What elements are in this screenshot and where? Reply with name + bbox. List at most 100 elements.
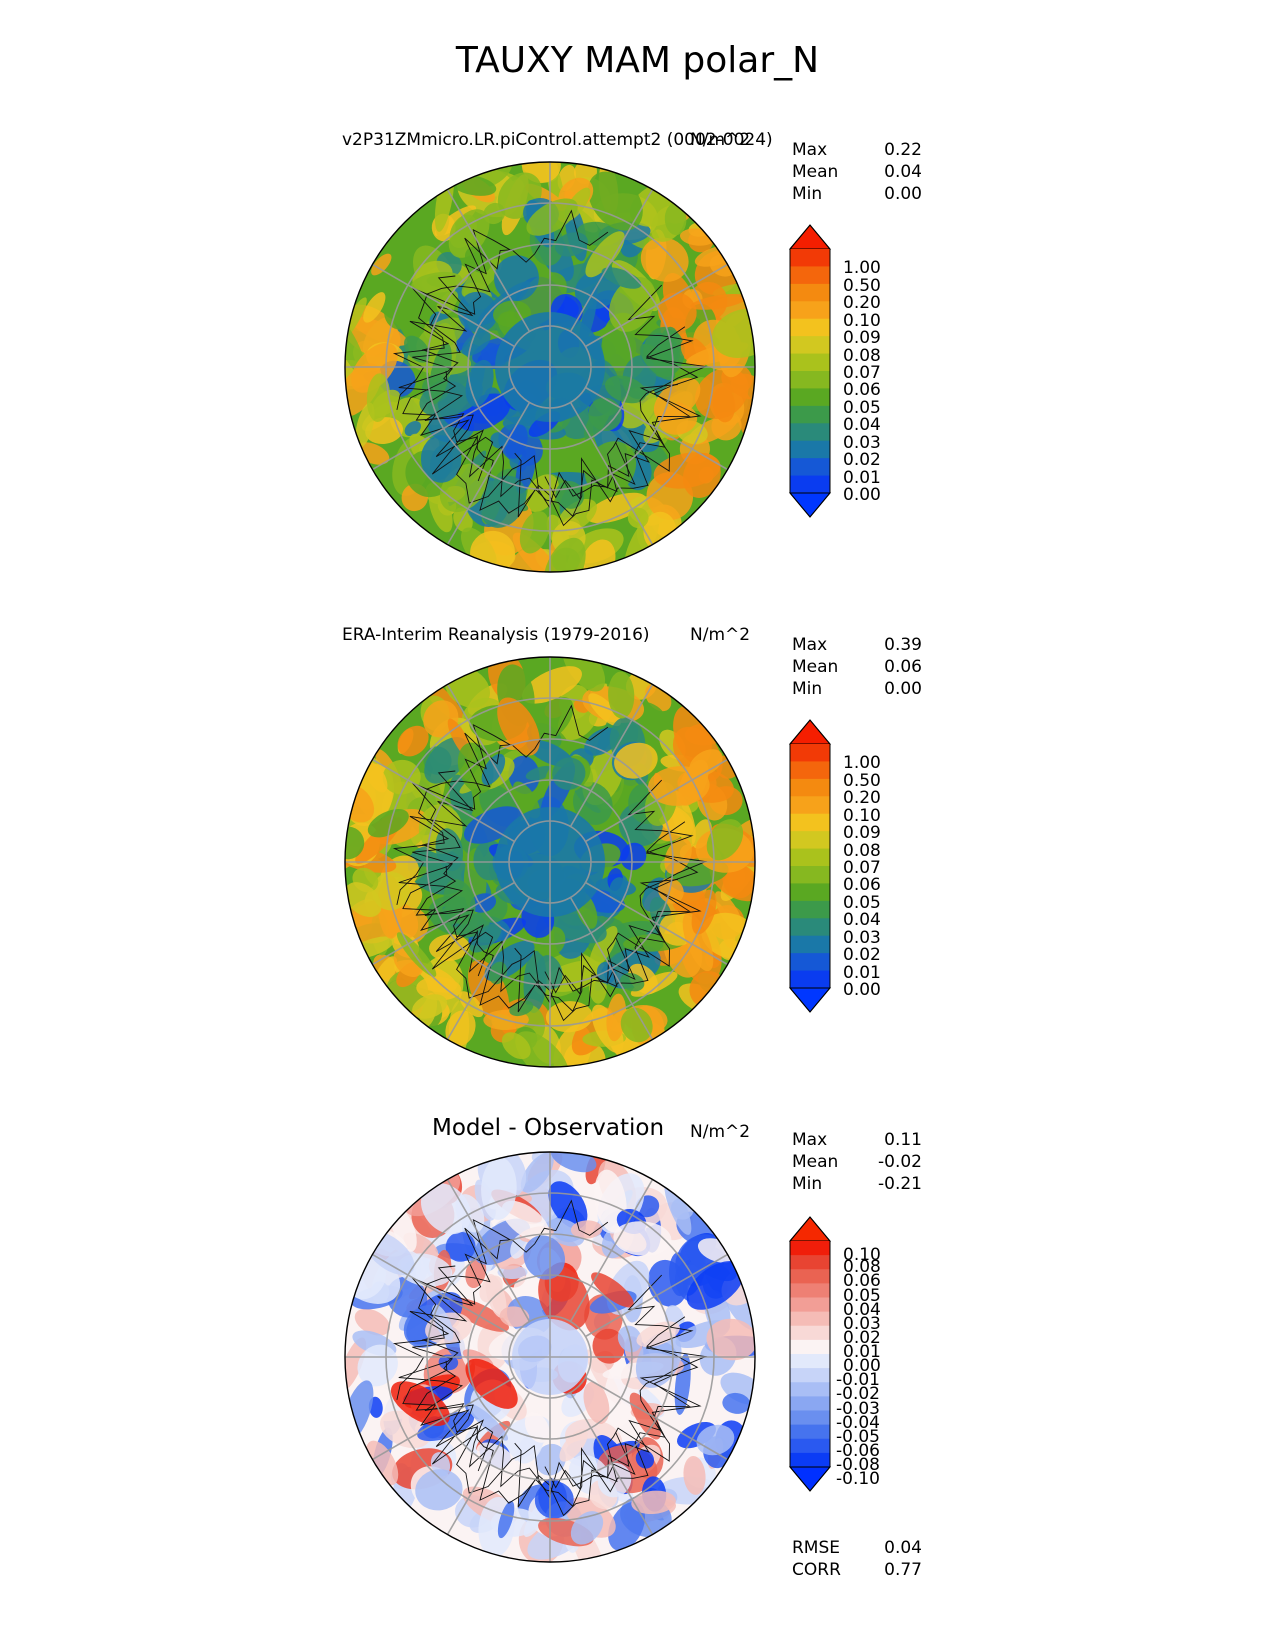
colorbar-segment xyxy=(790,778,830,797)
stat-mean: Mean -0.02 xyxy=(792,1152,922,1172)
colorbar-segment xyxy=(790,1283,830,1298)
metrics-box: RMSE 0.04 CORR 0.77 xyxy=(792,1537,922,1581)
colorbar-segment xyxy=(790,953,830,972)
colorbar-segment xyxy=(790,1311,830,1327)
stats-box: Max 0.22 Mean 0.04 Min 0.00 xyxy=(792,139,922,205)
colorbar-segment xyxy=(790,796,830,815)
coastlines xyxy=(392,209,708,527)
colorbar-tick-label: 0.10 xyxy=(843,310,881,331)
colorbar-segment xyxy=(790,744,830,762)
stat-min: Min -0.21 xyxy=(792,1174,922,1194)
colorbar-segment xyxy=(790,883,830,902)
colorbar-segment xyxy=(790,866,830,884)
panel-model: v2P31ZMmicro.LR.piControl.attempt2 (0002… xyxy=(0,125,1275,595)
colorbar-segment xyxy=(790,405,830,424)
colorbar-tick-label: 0.09 xyxy=(843,328,881,349)
colorbar-tick-label: 0.02 xyxy=(843,945,881,966)
colorbar-tick-label: -0.06 xyxy=(836,1440,880,1461)
stat-min: Min 0.00 xyxy=(792,184,922,204)
colorbar-tick-label: 0.08 xyxy=(843,840,881,861)
metric-rmse: RMSE 0.04 xyxy=(792,1538,922,1558)
colorbar-segment xyxy=(790,266,830,285)
colorbar-tick-label: 0.10 xyxy=(843,805,881,826)
colorbar-tick-label: 0.50 xyxy=(843,770,881,791)
colorbar-segment xyxy=(790,318,830,337)
colorbar-segment xyxy=(790,1410,830,1426)
colorbar-tick-label: 0.02 xyxy=(843,450,881,471)
colorbar-tick-label: 1.00 xyxy=(843,753,881,774)
colorbar-tick-label: 0.04 xyxy=(843,415,881,436)
polar-map xyxy=(344,656,756,1068)
panel-units: N/m^2 xyxy=(690,130,751,150)
graticule xyxy=(345,162,755,572)
colorbar-segment xyxy=(790,353,830,372)
colorbar-tick-label: 0.08 xyxy=(843,1257,881,1278)
colorbar-extend-top xyxy=(788,224,832,250)
colorbar-segment xyxy=(790,1297,830,1313)
stat-mean: Mean 0.04 xyxy=(792,162,922,182)
colorbar-outline xyxy=(789,719,831,1013)
colorbar-segment xyxy=(790,831,830,850)
colorbar-tick-label: 0.20 xyxy=(843,788,881,809)
colorbar-tick-label: -0.01 xyxy=(836,1370,880,1391)
graticule xyxy=(345,657,755,1067)
panel-units: N/m^2 xyxy=(690,1122,751,1142)
colorbar-segment xyxy=(790,1241,830,1256)
colorbar-tick-label: 0.00 xyxy=(843,1356,881,1377)
panel-diff: Model - Observation N/m^2 Max 0.11 Mean -0… xyxy=(0,1115,1275,1585)
stat-min: Min 0.00 xyxy=(792,679,922,699)
colorbar-segment xyxy=(790,935,830,954)
colorbar-segment xyxy=(790,1339,830,1355)
colorbar-tick-label: 1.00 xyxy=(843,258,881,279)
colorbar-tick-label: -0.03 xyxy=(836,1398,880,1419)
colorbar-tick-label: 0.50 xyxy=(843,275,881,296)
colorbar-tick-label: 0.03 xyxy=(843,927,881,948)
colorbar-tick-label: 0.01 xyxy=(843,467,881,488)
map-boundary xyxy=(344,161,756,573)
panel-obs: ERA-Interim Reanalysis (1979-2016) N/m^2… xyxy=(0,620,1275,1090)
stat-max: Max 0.39 xyxy=(792,635,922,655)
colorbar-extend-bottom xyxy=(788,987,832,1013)
map-field xyxy=(345,657,755,1067)
colorbar-segment xyxy=(790,458,830,477)
colorbar-segment xyxy=(790,1354,830,1369)
map-boundary xyxy=(344,656,756,1068)
colorbar-tick-label: 0.10 xyxy=(843,1245,881,1266)
colorbar-tick-label: 0.08 xyxy=(843,345,881,366)
colorbar-segment xyxy=(790,423,830,442)
figure-title: TAUXY MAM polar_N xyxy=(455,40,820,81)
colorbar-tick-label: 0.02 xyxy=(843,1327,881,1348)
colorbar-tick-label: 0.06 xyxy=(843,380,881,401)
colorbar-segment xyxy=(790,1438,830,1454)
colorbar-segment xyxy=(790,388,830,407)
colorbar-segment xyxy=(790,1396,830,1411)
panel-title: v2P31ZMmicro.LR.piControl.attempt2 (0002… xyxy=(342,130,773,150)
polar-map xyxy=(344,1151,756,1563)
colorbar-tick-label: -0.08 xyxy=(836,1455,880,1475)
panel-units: N/m^2 xyxy=(690,625,751,645)
colorbar-tick-label: -0.10 xyxy=(836,1469,880,1490)
colorbar-tick-label: 0.00 xyxy=(843,485,881,505)
colorbar-tick-label: 0.03 xyxy=(843,1313,881,1334)
colorbar-extend-bottom xyxy=(788,492,832,518)
stat-max: Max 0.11 xyxy=(792,1130,922,1150)
colorbar-tick-label: -0.05 xyxy=(836,1426,880,1447)
colorbar-tick-label: -0.02 xyxy=(836,1384,880,1405)
colorbar-tick-label: 0.07 xyxy=(843,363,881,383)
map-field xyxy=(345,162,755,572)
colorbar-tick-label: 0.07 xyxy=(843,858,881,878)
colorbar-extend-top xyxy=(788,1216,832,1242)
panel-title: Model - Observation xyxy=(432,1115,665,1141)
colorbar-segment xyxy=(790,761,830,780)
coastlines xyxy=(392,704,708,1022)
colorbar-tick-label: 0.05 xyxy=(843,1285,881,1306)
colorbar-extend-bottom xyxy=(788,1466,832,1492)
colorbar-tick-label: 0.00 xyxy=(843,980,881,1000)
colorbar-segment xyxy=(790,440,830,459)
colorbar-segment xyxy=(790,336,830,355)
stats-box: Max 0.39 Mean 0.06 Min 0.00 xyxy=(792,634,922,700)
colorbar-segment xyxy=(790,249,830,267)
map-field xyxy=(345,1152,755,1562)
colorbar-tick-label: 0.01 xyxy=(843,1342,881,1362)
colorbar-outline xyxy=(789,1216,831,1492)
